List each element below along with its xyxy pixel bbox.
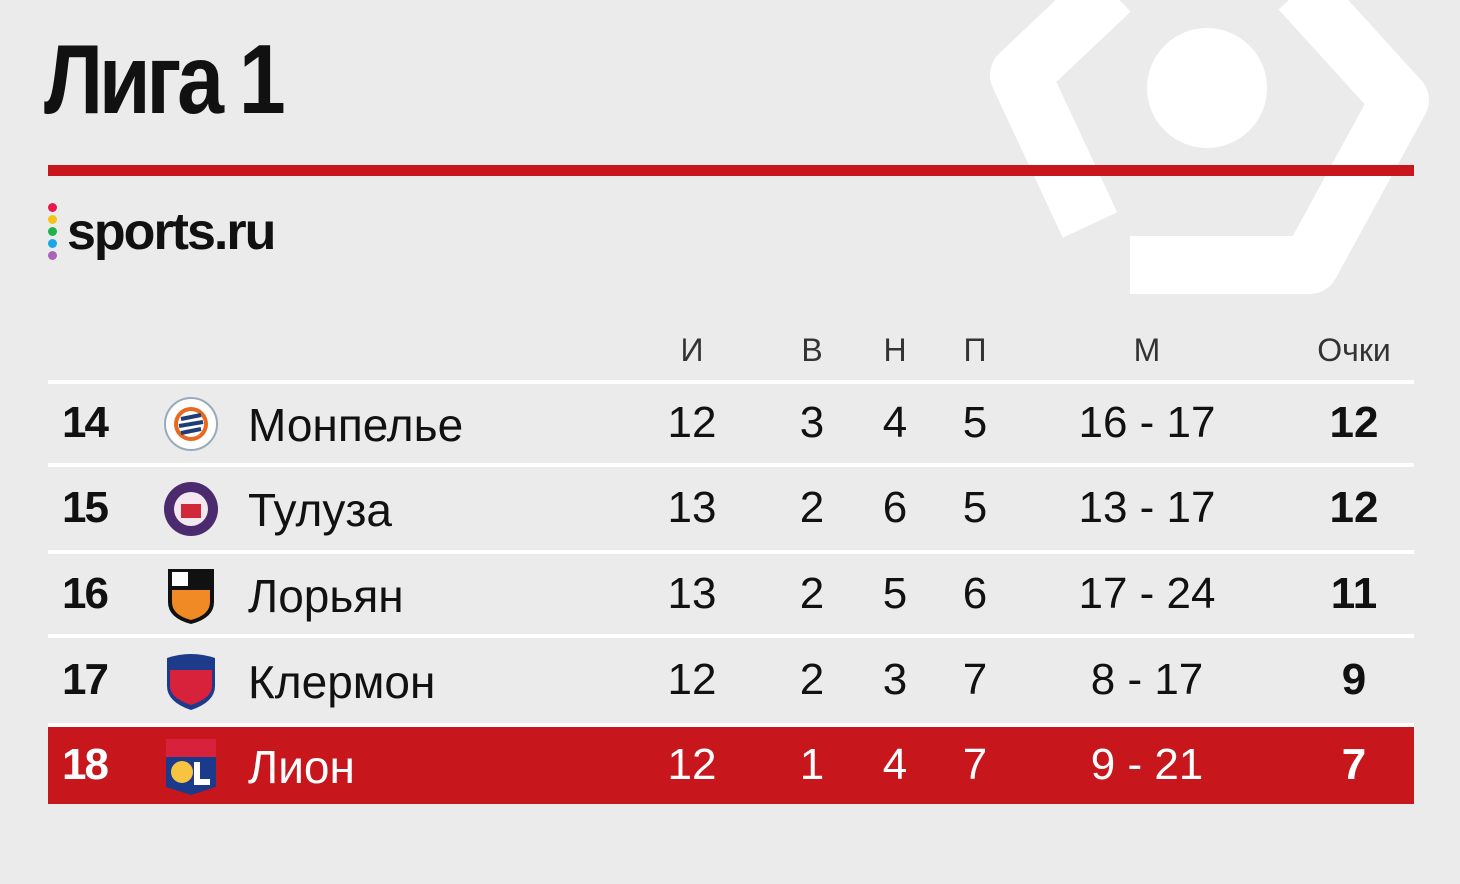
draws-value: 4 bbox=[882, 739, 908, 789]
wins-value: 2 bbox=[799, 655, 825, 704]
col-goals: М bbox=[1133, 332, 1161, 368]
row-divider bbox=[48, 380, 1414, 384]
table-row: 15 Тулуза 13 2 6 5 13 - 17 12 bbox=[48, 467, 1414, 551]
position: 14 bbox=[62, 398, 109, 447]
col-losses: П bbox=[963, 332, 987, 368]
table-header: И В Н П М Очки bbox=[0, 332, 1460, 372]
position: 16 bbox=[62, 568, 109, 618]
lyon-crest-icon bbox=[166, 738, 216, 795]
losses-value: 7 bbox=[962, 655, 988, 704]
row-divider bbox=[48, 550, 1414, 554]
goals-value: 17 - 24 bbox=[1078, 568, 1216, 618]
row-divider bbox=[48, 634, 1414, 638]
games-value: 12 bbox=[667, 398, 717, 447]
table-row: 18 Лион 12 1 4 7 9 - 21 7 bbox=[48, 727, 1414, 804]
col-draws: Н bbox=[883, 332, 907, 368]
col-points: Очки bbox=[1317, 332, 1391, 368]
title-divider bbox=[48, 165, 1414, 176]
points-value: 12 bbox=[1329, 483, 1379, 532]
draws-value: 3 bbox=[882, 655, 908, 704]
row-divider bbox=[48, 463, 1414, 467]
draws-value: 5 bbox=[882, 568, 908, 618]
losses-value: 5 bbox=[962, 398, 988, 447]
table-row: 16 Лорьян 13 2 5 6 17 - 24 11 bbox=[48, 554, 1414, 635]
ligue1-logo-watermark bbox=[990, 0, 1429, 294]
table-row: 14 Монпелье 12 3 4 5 16 - 17 12 bbox=[48, 384, 1414, 464]
table-row: 17 Клермон 12 2 3 7 8 - 17 9 bbox=[48, 638, 1414, 724]
wins-value: 2 bbox=[799, 568, 825, 618]
goals-value: 16 - 17 bbox=[1078, 398, 1216, 447]
games-value: 13 bbox=[667, 568, 717, 618]
position: 15 bbox=[62, 483, 109, 532]
col-wins: В bbox=[801, 332, 823, 368]
points-value: 11 bbox=[1330, 568, 1378, 618]
losses-value: 5 bbox=[962, 483, 988, 532]
team-name: Монпелье bbox=[248, 399, 464, 451]
brand-dots-icon bbox=[48, 203, 57, 260]
montpellier-crest-icon bbox=[164, 397, 218, 451]
goals-value: 9 - 21 bbox=[1090, 739, 1204, 789]
wins-value: 1 bbox=[799, 739, 825, 789]
losses-value: 7 bbox=[962, 739, 988, 789]
games-value: 13 bbox=[667, 483, 717, 532]
goals-value: 13 - 17 bbox=[1078, 483, 1216, 532]
row-divider bbox=[48, 723, 1414, 727]
team-name: Лорьян bbox=[248, 569, 404, 622]
toulouse-crest-icon bbox=[164, 482, 218, 536]
games-value: 12 bbox=[667, 739, 717, 789]
points-value: 12 bbox=[1329, 398, 1379, 447]
points-value: 9 bbox=[1341, 655, 1367, 704]
draws-value: 4 bbox=[882, 398, 908, 447]
games-value: 12 bbox=[667, 655, 717, 704]
team-name: Тулуза bbox=[248, 484, 393, 536]
brand-logo: sports.ru bbox=[48, 202, 276, 261]
draws-value: 6 bbox=[882, 483, 908, 532]
wins-value: 2 bbox=[799, 483, 825, 532]
col-games: И bbox=[680, 332, 704, 368]
points-value: 7 bbox=[1341, 739, 1367, 789]
team-name: Клермон bbox=[248, 656, 436, 708]
position: 18 bbox=[62, 739, 109, 789]
wins-value: 3 bbox=[799, 398, 825, 447]
losses-value: 6 bbox=[962, 568, 988, 618]
goals-value: 8 - 17 bbox=[1090, 655, 1204, 704]
team-name: Лион bbox=[248, 740, 355, 793]
page-title: Лига 1 bbox=[44, 24, 286, 134]
position: 17 bbox=[62, 655, 109, 704]
brand-name: sports.ru bbox=[67, 202, 276, 261]
clermont-crest-icon bbox=[167, 654, 215, 710]
lorient-crest-icon bbox=[168, 568, 214, 624]
